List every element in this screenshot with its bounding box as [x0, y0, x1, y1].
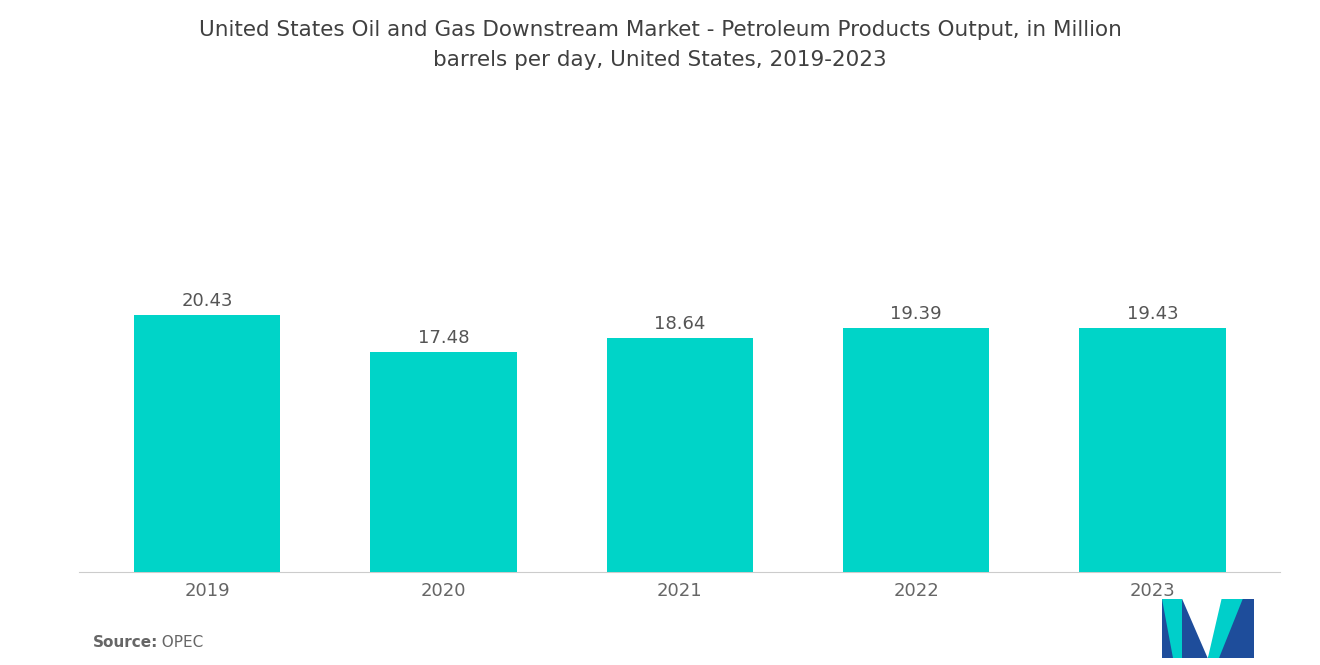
- Text: 19.39: 19.39: [891, 305, 942, 323]
- Text: 17.48: 17.48: [417, 329, 469, 347]
- Bar: [843, 329, 990, 572]
- Text: United States Oil and Gas Downstream Market - Petroleum Products Output, in Mill: United States Oil and Gas Downstream Mar…: [198, 20, 1122, 70]
- Bar: [606, 338, 754, 572]
- Bar: [133, 315, 280, 572]
- Text: OPEC: OPEC: [152, 635, 203, 650]
- Text: 18.64: 18.64: [655, 315, 705, 332]
- Text: 20.43: 20.43: [181, 292, 232, 311]
- Bar: [1080, 328, 1226, 572]
- Polygon shape: [1181, 598, 1208, 658]
- Text: 19.43: 19.43: [1127, 305, 1179, 323]
- Text: Source:: Source:: [92, 635, 158, 650]
- Polygon shape: [1208, 598, 1234, 658]
- Bar: [370, 352, 516, 572]
- Polygon shape: [1234, 598, 1254, 658]
- Polygon shape: [1162, 598, 1181, 658]
- Polygon shape: [1208, 598, 1243, 658]
- Polygon shape: [1162, 598, 1181, 658]
